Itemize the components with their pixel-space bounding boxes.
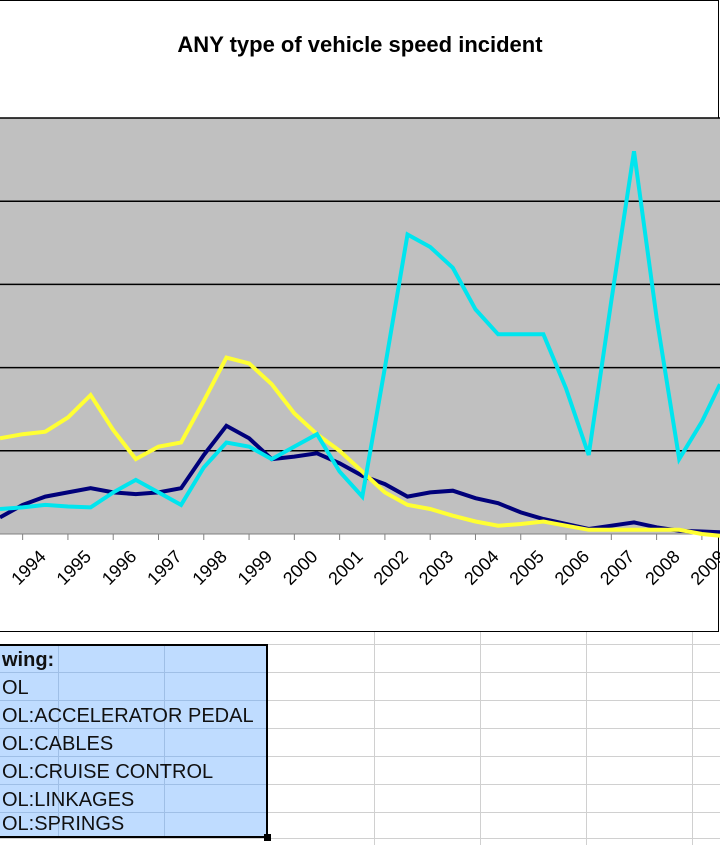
series-line-0 [0,423,720,535]
fill-handle[interactable] [264,834,271,841]
x-tick-label: 2006 [551,546,593,588]
x-tick-label: 2000 [279,546,321,588]
x-tick-label: 1994 [7,546,49,588]
legend-cell[interactable]: OL:ACCELERATOR PEDAL [2,705,254,727]
legend-cell[interactable]: OL:CABLES [2,733,114,755]
chart-title: ANY type of vehicle speed incident [177,32,543,57]
legend-cell[interactable]: OL:LINKAGES [2,789,135,811]
x-tick-label: 1998 [188,546,230,588]
x-tick-label: 2003 [415,546,457,588]
x-tick-label: 2009 [687,546,720,588]
series-line-2 [0,355,720,538]
plot-area [0,118,720,534]
spreadsheet-area: wing: OL OL:ACCELERATOR PEDAL OL:CABLES … [0,632,720,845]
x-tick-label: 2001 [324,546,366,588]
x-tick-label: 1995 [53,546,95,588]
x-tick-label: 2008 [641,546,683,588]
legend-cell[interactable]: OL:CRUISE CONTROL [2,761,214,783]
selected-cell-range[interactable]: wing: OL OL:ACCELERATOR PEDAL OL:CABLES … [0,644,268,838]
legend-cell[interactable]: OL:SPRINGS [2,813,125,835]
x-tick-label: 1997 [143,546,185,588]
x-tick-label: 1996 [98,546,140,588]
x-tick-label: 2002 [370,546,412,588]
x-tick-label: 2005 [505,546,547,588]
line-chart: 1994 1995 1996 1997 1998 1999 2000 2001 2002 2003… [0,117,720,589]
x-tick-label: 1999 [234,546,276,588]
x-tick-label: 2004 [460,546,502,588]
x-tick-label: 2007 [596,546,638,588]
legend-header-cell[interactable]: wing: [2,649,55,671]
legend-cell[interactable]: OL [2,677,29,699]
series-line-1 [0,151,720,511]
